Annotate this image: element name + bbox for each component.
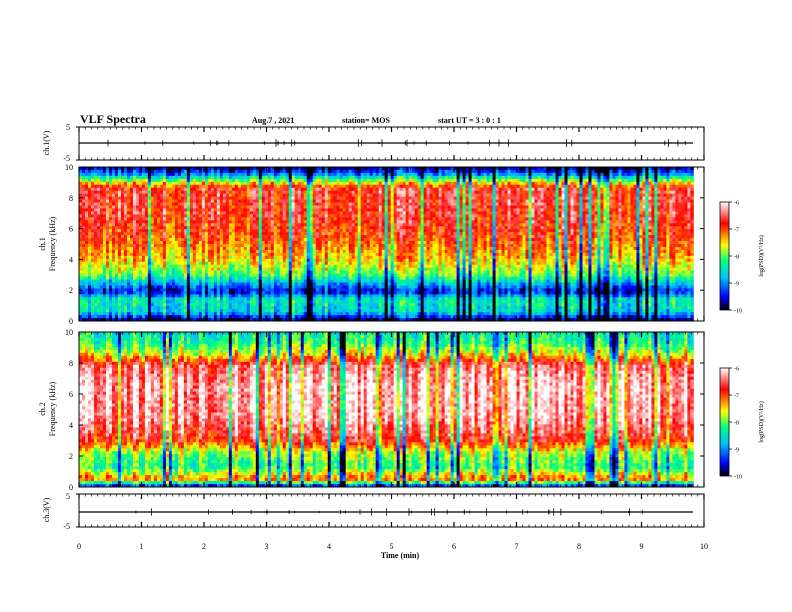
ch1-spectrogram-ytick-label: 10 [65, 163, 73, 172]
ch1-spectrogram-ytick-label: 2 [69, 286, 73, 295]
ch2-colorbar-gradient [719, 367, 730, 477]
ch1-spectrogram-ytick-label: 8 [69, 194, 73, 203]
time-tick-label: 1 [140, 542, 144, 551]
time-tick-label: 6 [452, 542, 456, 551]
ch2-spectrogram-ytick-label: 10 [65, 328, 73, 337]
ch2-colorbar-tick-label: -10 [734, 475, 742, 481]
ch1-spectrogram-ylabel-frequency: Frequency (kHz) [48, 216, 57, 271]
time-tick-label: 7 [515, 542, 519, 551]
ch2-colorbar-tick-label: -9 [734, 448, 739, 454]
time-tick-label: 10 [700, 542, 708, 551]
ch2-colorbar-label: log(PSD)(V²/Hz) [758, 401, 765, 442]
ch1-spectrogram-ylabel-channel: ch.1 [38, 237, 47, 251]
ch3-waveform-panel: 5 -5 ch.3(V) [42, 492, 705, 531]
ch1-spectrogram-panel: 0 2 4 6 8 10 ch.1 Frequency (kHz) [38, 163, 705, 326]
station-label: station= MOS [342, 116, 390, 125]
ch2-spectrogram-ytick-label: 0 [69, 483, 73, 492]
ch2-colorbar-tick-label: -6 [734, 367, 739, 373]
ch2-spectrogram-ylabel-frequency: Frequency (kHz) [48, 381, 57, 436]
ch3-waveform-ylabel: ch.3(V) [42, 497, 51, 522]
ch2-spectrogram-ytick-label: 2 [69, 452, 73, 461]
time-axis-tick-labels: 0 1 2 3 4 5 6 7 8 9 10 [77, 542, 708, 551]
time-tick-label: 3 [265, 542, 269, 551]
ch1-spectrogram-ytick-label: 0 [69, 317, 73, 326]
ch1-colorbar-tick-label: -6 [734, 201, 739, 207]
ch1-colorbar-tick-label: -8 [734, 255, 739, 261]
time-tick-label: 0 [77, 542, 81, 551]
time-tick-label: 9 [640, 542, 644, 551]
figure-title: VLF Spectra [80, 112, 146, 126]
ch1-spectrogram-image [79, 167, 694, 322]
ch1-colorbar-gradient [719, 201, 730, 311]
ch1-colorbar-tick-label: -7 [734, 228, 739, 234]
ch1-waveform-ytick-top: 5 [66, 123, 70, 132]
ch1-waveform-ytick-bottom: -5 [63, 154, 70, 163]
time-axis-label: Time (min) [381, 551, 420, 560]
ch2-spectrogram-ytick-label: 4 [69, 421, 73, 430]
ch2-spectrogram-ytick-label: 6 [69, 390, 73, 399]
ch1-spectrogram-ytick-label: 6 [69, 225, 73, 234]
time-tick-label: 4 [327, 542, 331, 551]
ch2-spectrogram-image [79, 332, 694, 488]
ch2-colorbar-tick-label: -8 [734, 421, 739, 427]
time-axis-ticks [78, 127, 705, 527]
start-ut-label: start UT = 3 : 0 : 1 [438, 116, 501, 125]
ch3-waveform-ytick-top: 5 [66, 492, 70, 501]
time-tick-label: 2 [202, 542, 206, 551]
time-tick-label: 8 [577, 542, 581, 551]
ch2-colorbar: -6 -7 -8 -9 -10 log(PSD)(V²/Hz) [719, 367, 765, 481]
ch2-colorbar-tick-label: -7 [734, 394, 739, 400]
ch1-colorbar-tick-label: -9 [734, 282, 739, 288]
ch2-spectrogram-ytick-label: 8 [69, 359, 73, 368]
time-tick-label: 5 [390, 542, 394, 551]
ch1-waveform-ylabel: ch.1(V) [42, 130, 51, 155]
ch2-spectrogram-panel: 0 2 4 6 8 10 ch.2 Frequency (kHz) [38, 328, 705, 492]
ch1-colorbar-tick-label: -10 [734, 309, 742, 315]
ch1-colorbar: -6 -7 -8 -9 -10 log(PSD)(V²/Hz) [719, 201, 765, 315]
ch2-spectrogram-ylabel-channel: ch.2 [38, 402, 47, 416]
date-label: Aug.7 , 2021 [252, 116, 294, 125]
ch3-waveform-ytick-bottom: -5 [63, 522, 70, 531]
ch1-colorbar-label: log(PSD)(V²/Hz) [758, 235, 765, 276]
ch1-spectrogram-ytick-label: 4 [69, 255, 73, 264]
